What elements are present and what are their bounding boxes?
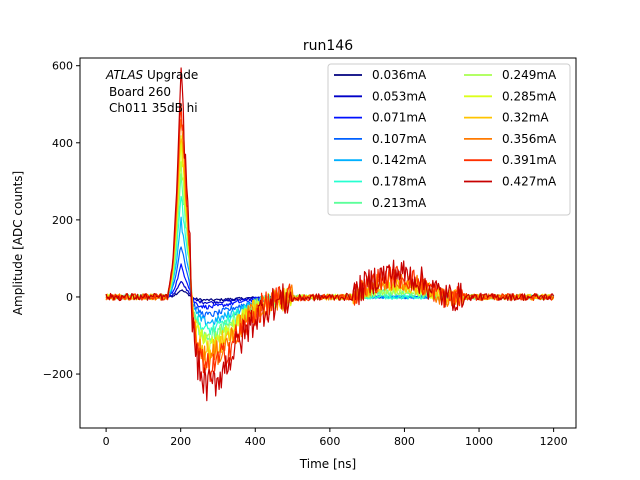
annotation-line-1: ATLAS Upgrade [105, 68, 198, 82]
legend-label: 0.427mA [502, 175, 557, 189]
legend-label: 0.213mA [372, 196, 427, 210]
x-axis-label: Time [ns] [299, 457, 356, 471]
legend-label: 0.071mA [372, 111, 427, 125]
legend-label: 0.178mA [372, 175, 427, 189]
y-axis: −200 0 200 400 600 [43, 60, 80, 381]
y-tick-label: 0 [66, 291, 73, 304]
atlas-annotation: ATLAS Upgrade Board 260 Ch011 35dB hi [105, 68, 198, 115]
legend-label: 0.053mA [372, 89, 427, 103]
annotation-upgrade: Upgrade [143, 68, 198, 82]
legend-label: 0.285mA [502, 89, 557, 103]
x-tick-label: 400 [245, 435, 266, 448]
x-tick-label: 1200 [540, 435, 568, 448]
legend-entries: 0.036mA 0.053mA 0.071mA 0.107mA 0.142mA 0.178… [334, 68, 557, 210]
y-tick-label: 400 [52, 137, 73, 150]
legend-label: 0.107mA [372, 132, 427, 146]
annotation-atlas: ATLAS [105, 68, 144, 82]
legend-label: 0.32mA [502, 111, 549, 125]
legend-label: 0.391mA [502, 153, 557, 167]
x-tick-label: 600 [319, 435, 340, 448]
x-axis: 0 200 400 600 800 1000 1200 [103, 428, 568, 448]
legend-label: 0.036mA [372, 68, 427, 82]
x-tick-label: 0 [103, 435, 110, 448]
legend-label: 0.249mA [502, 68, 557, 82]
y-tick-label: −200 [43, 368, 73, 381]
x-tick-label: 200 [170, 435, 191, 448]
annotation-line-2: Board 260 [109, 85, 171, 99]
y-axis-label: Amplitude [ADC counts] [11, 171, 25, 315]
legend: 0.036mA 0.053mA 0.071mA 0.107mA 0.142mA 0.178… [327, 63, 571, 216]
legend-label: 0.142mA [372, 153, 427, 167]
x-tick-label: 1000 [465, 435, 493, 448]
legend-box [327, 63, 571, 216]
x-tick-label: 800 [394, 435, 415, 448]
plot-frame [79, 57, 577, 429]
series-line-0.427mA [105, 67, 555, 402]
chart-title: run146 [303, 38, 353, 54]
y-tick-label: 600 [52, 60, 73, 73]
plot-series-group [105, 67, 555, 402]
annotation-line-3: Ch011 35dB hi [109, 101, 198, 115]
y-tick-label: 200 [52, 214, 73, 227]
legend-label: 0.356mA [502, 132, 557, 146]
